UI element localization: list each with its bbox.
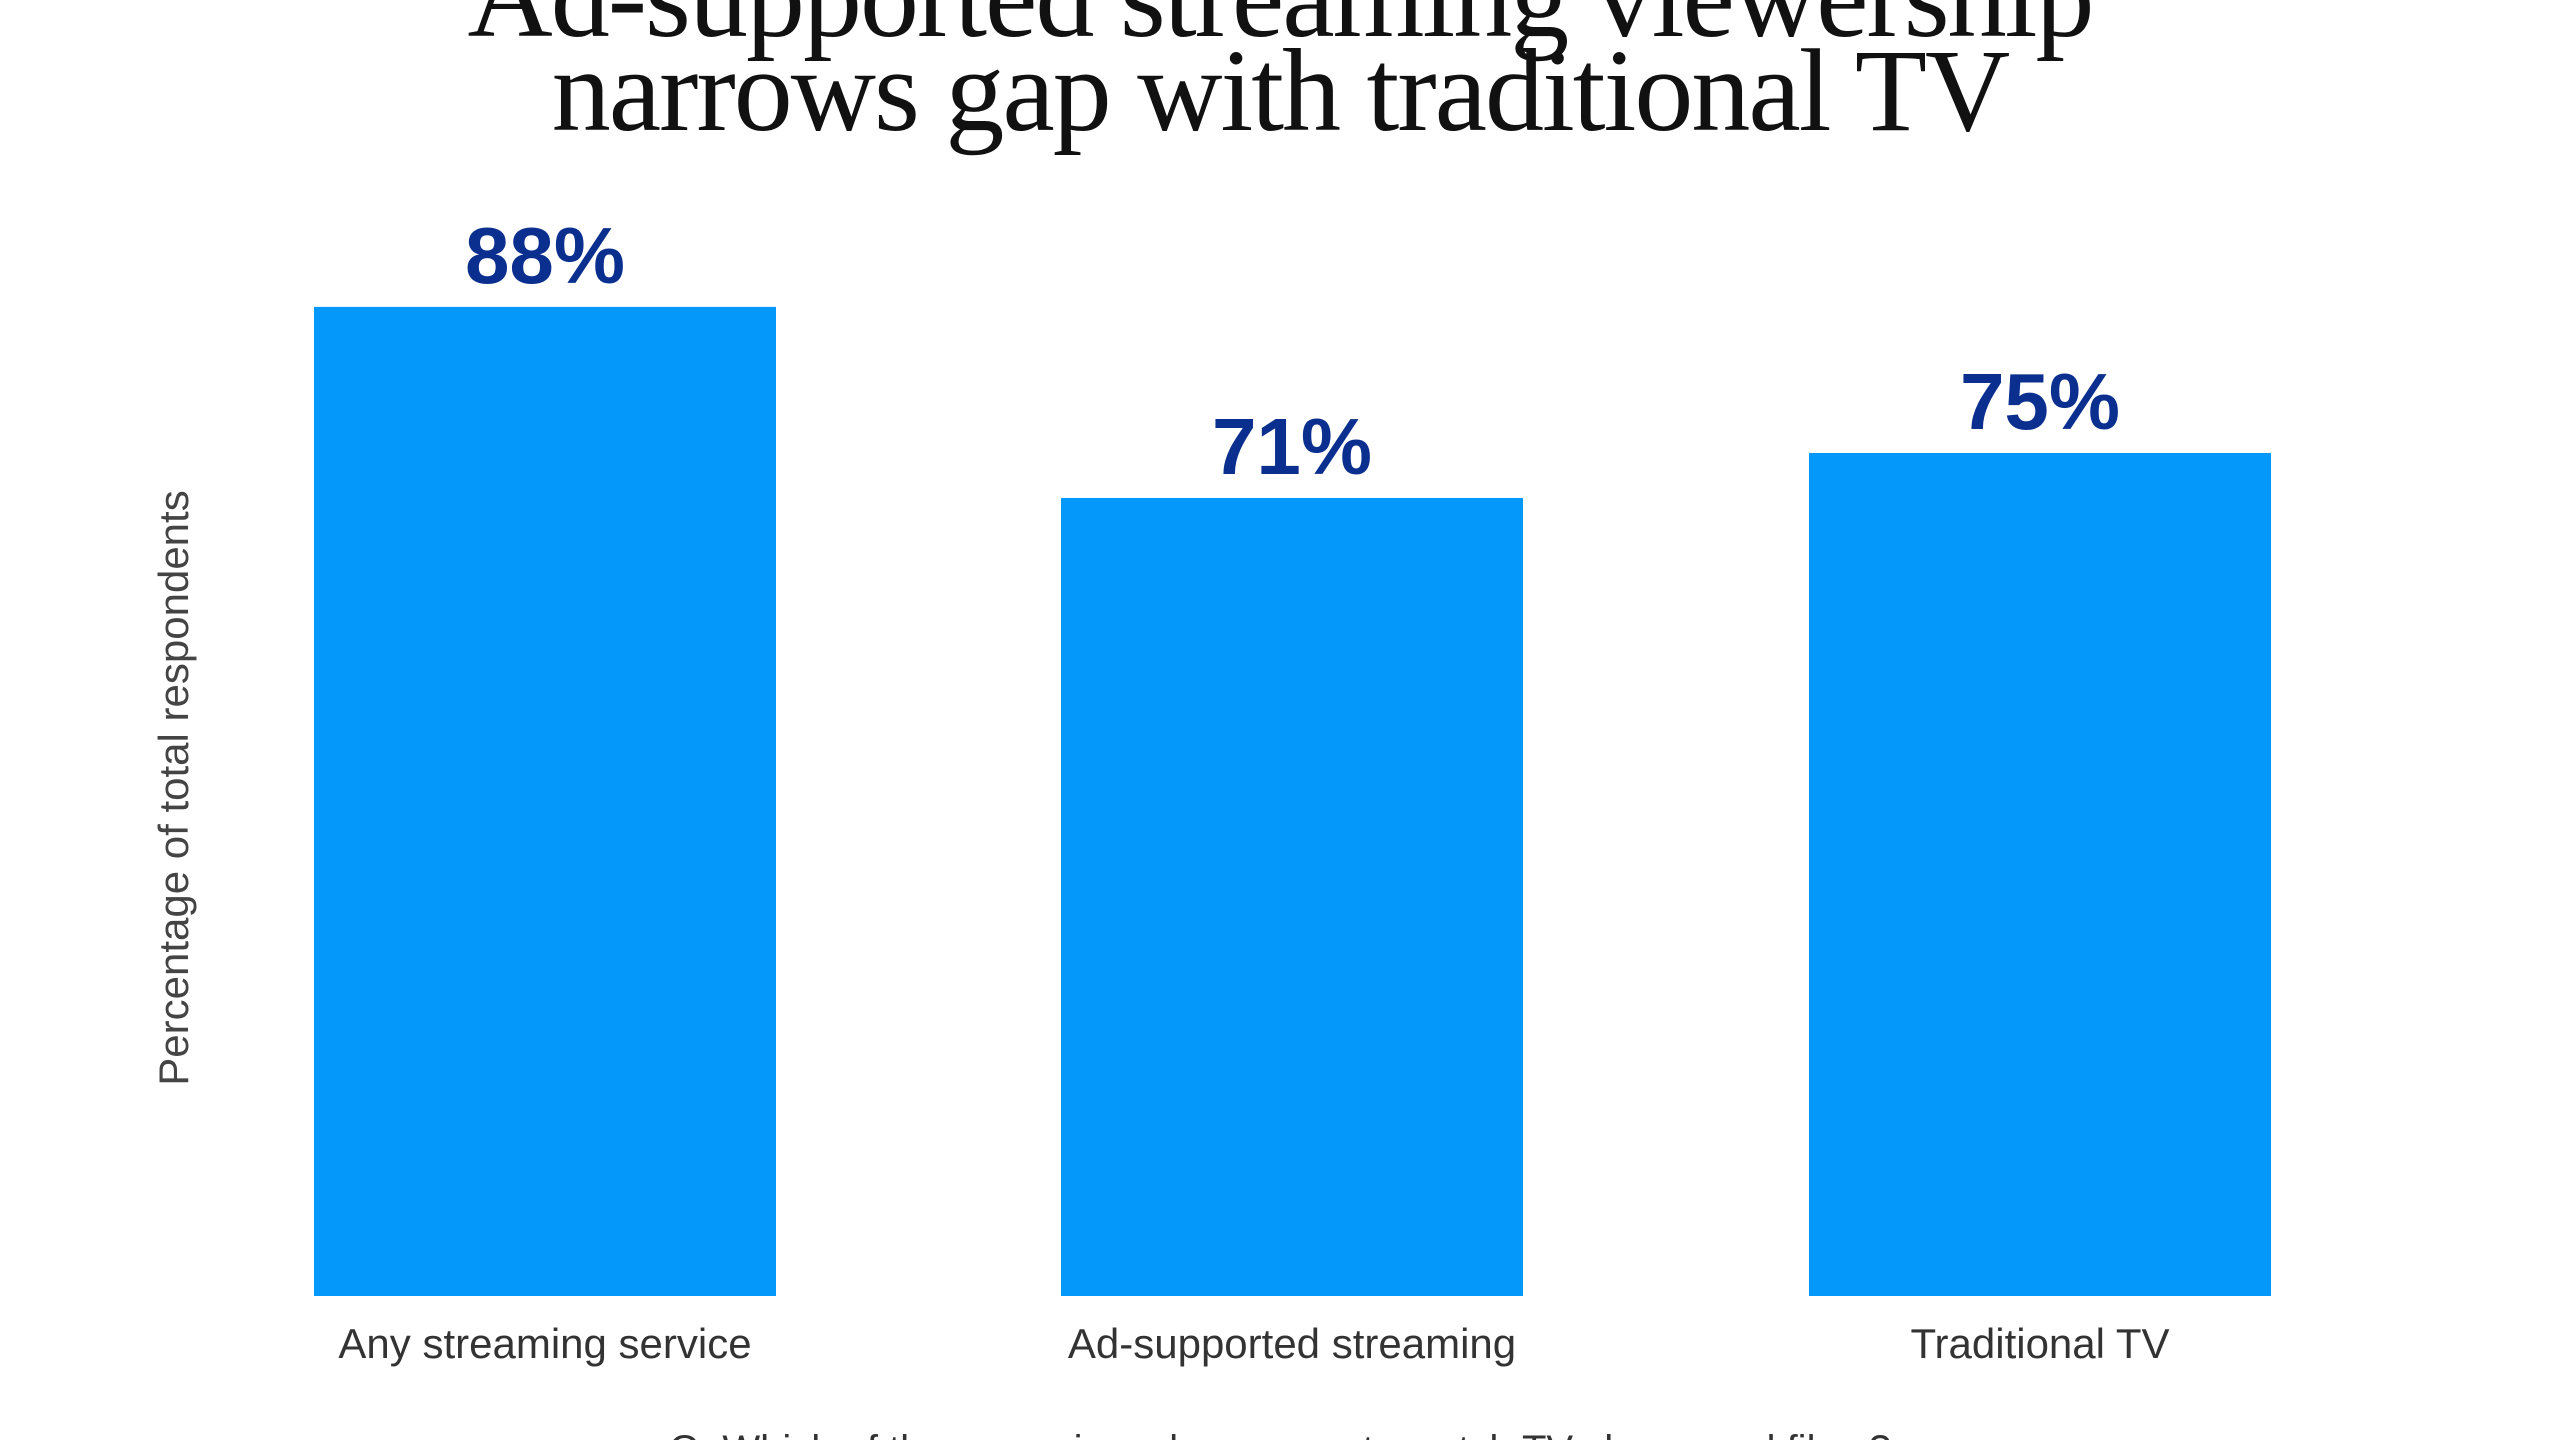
value-label-1: 88%	[465, 211, 625, 300]
bar-2	[1061, 497, 1523, 1297]
category-labels-group: Any streaming service Ad-supported stream…	[338, 1320, 2169, 1367]
value-label-3: 75%	[1960, 357, 2120, 446]
category-label-1: Any streaming service	[338, 1320, 751, 1367]
category-label-2: Ad-supported streaming	[1068, 1320, 1516, 1367]
value-labels-group: 88% 71% 75%	[465, 211, 2120, 491]
bar-3	[1809, 453, 2271, 1296]
chart-title-line-1: Ad-supported streaming viewership	[0, 0, 2560, 56]
bar-1	[314, 306, 776, 1296]
y-axis-label: Percentage of total respondents	[150, 490, 197, 1085]
chart-footnote: Q: Which of these services do you use to…	[0, 1428, 2560, 1440]
bars-group	[314, 306, 2271, 1297]
chart-title-line-2: narrows gap with traditional TV	[551, 25, 2010, 156]
category-label-3: Traditional TV	[1910, 1320, 2169, 1367]
value-label-2: 71%	[1212, 402, 1372, 491]
